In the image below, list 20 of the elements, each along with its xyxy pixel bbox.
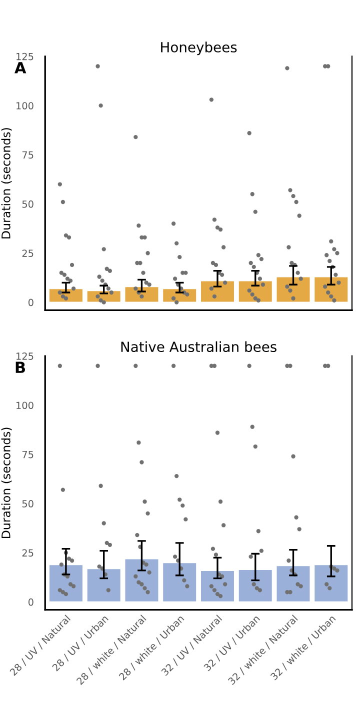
y-tick-label: 0 <box>28 298 34 306</box>
y-axis-title: Duration (seconds) <box>1 128 12 238</box>
y-tick-label: 100 <box>16 102 34 110</box>
y-axis-title: Duration (seconds) <box>1 428 12 538</box>
y-tick-label: 50 <box>22 500 34 508</box>
chart-title: Honeybees <box>161 42 237 56</box>
text: A <box>14 62 26 74</box>
chart-title: Native Australian bees <box>121 341 276 352</box>
y-tick-label: 25 <box>22 549 34 557</box>
y-tick-label: 75 <box>22 151 34 159</box>
y-tick-label: 100 <box>16 402 34 410</box>
y-tick-label: 50 <box>22 200 34 208</box>
y-tick-label: 25 <box>22 250 34 257</box>
y-tick-label: 125 <box>16 52 34 60</box>
y-tick-label: 125 <box>16 352 34 360</box>
bar <box>276 276 311 303</box>
text: B <box>16 362 26 373</box>
bar <box>200 280 236 303</box>
y-tick-label: 75 <box>22 451 34 458</box>
y-tick-label: 0 <box>28 598 34 606</box>
